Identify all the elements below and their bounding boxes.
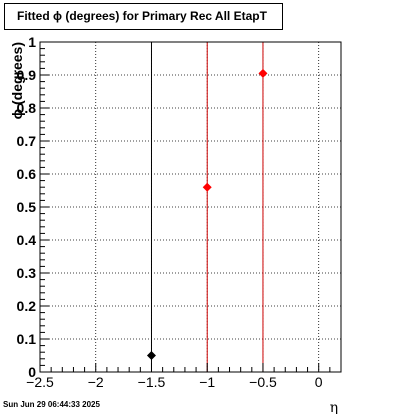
x-tick-label: 0	[315, 374, 323, 390]
y-tick-label: 0.6	[17, 166, 37, 182]
y-tick-label: 0.2	[17, 298, 37, 314]
y-tick-label: 0.5	[17, 199, 37, 215]
chart-title-text: Fitted ϕ (degrees) for Primary Rec All E…	[17, 9, 267, 23]
vertical-reference-lines	[150, 42, 264, 372]
x-tick-label: −2	[88, 374, 104, 390]
y-axis-label: ϕ (degrees)	[9, 42, 25, 119]
y-tick-label: 0.4	[17, 232, 37, 248]
x-axis-label: η	[330, 400, 338, 414]
tick-labels: −2.5 −2 −1.5 −1 −0.5 0 0 0.1 0.2 0.3 0.4 0.5 0.6 0.7 0…	[17, 34, 323, 390]
x-tick-label: −1.5	[138, 374, 166, 390]
y-tick-label: 0.9	[17, 67, 37, 83]
x-tick-label: −0.5	[249, 374, 277, 390]
y-tick-label: 0.8	[17, 100, 37, 116]
axis-ticks	[39, 41, 342, 373]
data-point	[146, 351, 156, 360]
data-point	[202, 182, 212, 192]
timestamp: Sun Jun 29 06:44:33 2025	[3, 400, 100, 409]
x-tick-label: −2.5	[26, 374, 54, 390]
grid-lines	[40, 42, 341, 372]
y-tick-label: 0.3	[17, 265, 37, 281]
data-points	[146, 68, 268, 360]
y-tick-label: 1	[28, 34, 36, 50]
y-tick-label: 0.1	[17, 331, 37, 347]
y-tick-label: 0.7	[17, 133, 37, 149]
x-tick-label: −1	[199, 374, 215, 390]
chart-title: Fitted ϕ (degrees) for Primary Rec All E…	[4, 3, 283, 30]
data-point	[258, 68, 268, 78]
y-tick-label: 0	[28, 364, 36, 380]
